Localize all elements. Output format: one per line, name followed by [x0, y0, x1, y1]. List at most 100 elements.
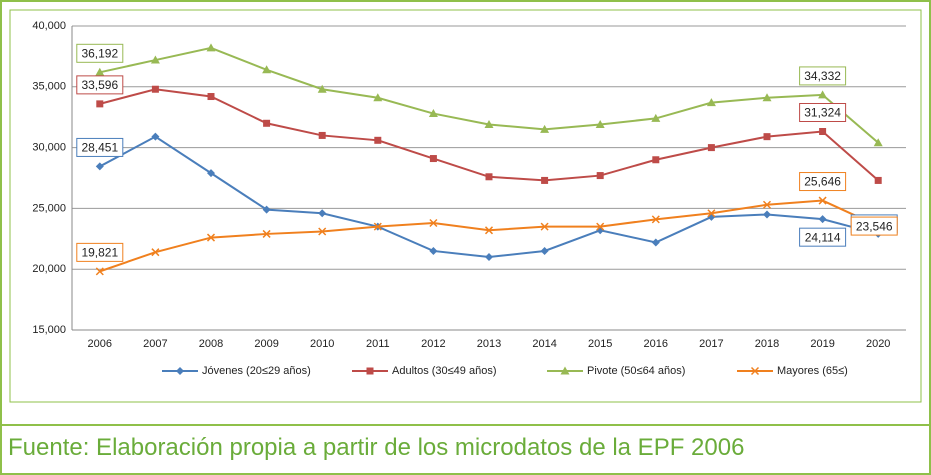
- x-tick-label: 2017: [699, 338, 723, 350]
- legend-label: Adultos (30≤49 años): [392, 365, 497, 377]
- caption: Fuente: Elaboración propia a partir de l…: [2, 424, 929, 473]
- marker: [485, 173, 493, 181]
- x-tick-label: 2014: [532, 338, 556, 350]
- x-tick-label: 2013: [477, 338, 501, 350]
- marker: [874, 176, 882, 184]
- data-label: 31,324: [799, 103, 847, 123]
- data-label: 33,596: [76, 75, 124, 95]
- marker: [317, 84, 327, 93]
- marker: [596, 222, 605, 231]
- y-tick-label: 40,000: [32, 20, 66, 32]
- marker: [206, 233, 216, 242]
- y-tick-label: 20,000: [32, 263, 66, 275]
- data-label-box: [799, 66, 847, 86]
- marker: [429, 155, 437, 163]
- marker: [206, 43, 216, 52]
- marker: [262, 205, 271, 214]
- marker: [706, 98, 716, 107]
- marker: [763, 133, 771, 141]
- data-label-text: 25,646: [804, 175, 841, 189]
- marker: [428, 109, 438, 118]
- data-label-text: 23,546: [856, 219, 893, 233]
- marker: [429, 246, 438, 255]
- marker: [707, 209, 716, 218]
- data-label: 36,192: [76, 43, 124, 63]
- marker: [151, 132, 160, 141]
- marker: [651, 215, 660, 224]
- marker: [763, 210, 771, 219]
- x-tick-label: 2008: [199, 338, 223, 350]
- marker: [484, 119, 494, 128]
- y-tick-label: 30,000: [32, 142, 66, 154]
- marker: [762, 200, 772, 209]
- y-tick-label: 35,000: [32, 81, 66, 93]
- line: [99, 135, 879, 259]
- marker: [318, 131, 326, 139]
- marker: [318, 209, 327, 218]
- legend-label: Mayores (65≤): [777, 365, 848, 377]
- x-tick-label: 2010: [310, 338, 334, 350]
- marker: [151, 248, 160, 257]
- marker: [596, 172, 604, 180]
- data-label-box: [799, 227, 847, 247]
- marker: [151, 85, 159, 93]
- marker: [207, 93, 215, 101]
- y-tick-label: 25,000: [32, 202, 66, 214]
- data-label-text: 36,192: [81, 46, 118, 60]
- data-label-box: [76, 242, 124, 262]
- marker: [366, 367, 374, 375]
- line: [99, 46, 879, 144]
- marker: [263, 119, 271, 127]
- marker: [540, 222, 549, 231]
- marker: [707, 144, 715, 152]
- marker: [873, 138, 883, 147]
- x-tick-label: 2006: [88, 338, 112, 350]
- chart-border: [9, 9, 922, 403]
- marker: [560, 366, 570, 375]
- marker: [818, 215, 827, 224]
- marker: [262, 65, 272, 74]
- data-label: 19,821: [76, 242, 124, 262]
- legend-label: Jóvenes (20≤29 años): [202, 365, 311, 377]
- data-label-box: [76, 137, 124, 157]
- marker: [95, 67, 105, 76]
- marker: [818, 196, 827, 205]
- line: [99, 88, 879, 182]
- data-label-box: [799, 172, 847, 192]
- marker: [95, 267, 104, 276]
- data-label: 25,646: [799, 172, 847, 192]
- marker: [262, 229, 271, 238]
- x-tick-label: 2015: [588, 338, 612, 350]
- x-tick-label: 2016: [644, 338, 668, 350]
- data-label: 24,114: [799, 227, 847, 247]
- data-label-text: 19,821: [81, 246, 118, 260]
- marker: [762, 93, 772, 102]
- marker: [819, 128, 827, 136]
- chart: 15,000 20,000 25,000 30,000 35,000 40,000 2006…: [9, 9, 922, 403]
- marker: [96, 100, 104, 108]
- marker: [95, 162, 104, 171]
- marker: [818, 90, 828, 99]
- data-label-box: [76, 43, 124, 63]
- marker: [595, 119, 605, 128]
- marker: [207, 169, 215, 178]
- data-label-box: [850, 216, 898, 236]
- marker: [540, 124, 550, 133]
- data-label-text: 28,451: [81, 141, 118, 155]
- marker: [541, 176, 549, 184]
- marker: [651, 238, 660, 247]
- marker: [373, 93, 383, 102]
- data-label-text: 33,596: [81, 78, 118, 92]
- data-label: 34,332: [799, 66, 847, 86]
- marker: [651, 113, 661, 122]
- marker: [374, 136, 382, 144]
- x-tick-label: 2018: [755, 338, 779, 350]
- x-tick-label: 2020: [866, 338, 890, 350]
- marker: [318, 227, 327, 236]
- data-label-text: 31,324: [804, 106, 841, 120]
- data-label-text: 24,114: [805, 230, 841, 244]
- marker: [652, 156, 660, 164]
- x-tick-label: 2007: [143, 338, 167, 350]
- x-tick-label: 2012: [421, 338, 445, 350]
